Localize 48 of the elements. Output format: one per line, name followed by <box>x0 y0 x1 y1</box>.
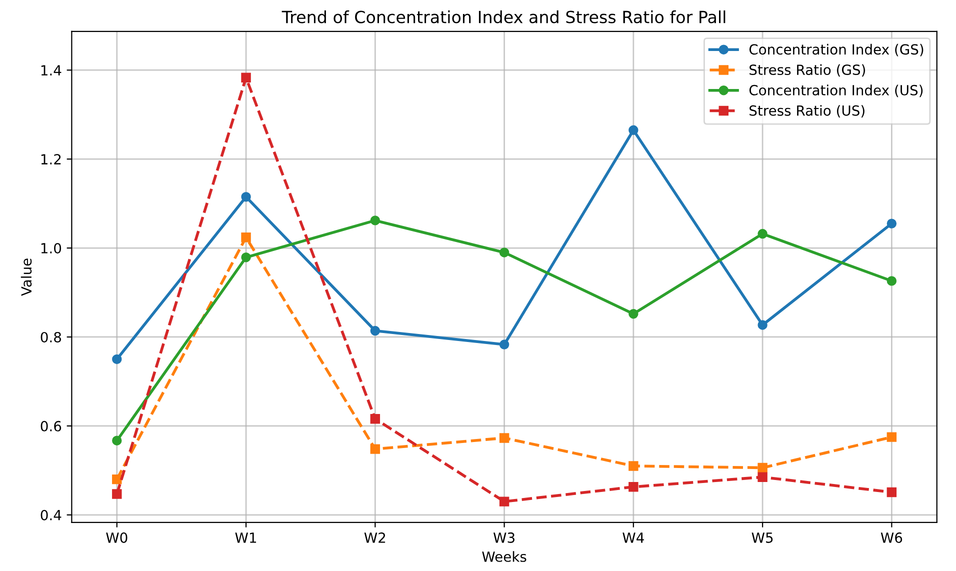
point <box>758 462 768 473</box>
x-tick-label: W3 <box>493 532 514 543</box>
point <box>886 218 897 228</box>
point <box>370 414 380 424</box>
point <box>628 125 638 136</box>
point <box>112 474 122 484</box>
x-tick-label: W1 <box>235 532 256 543</box>
chart-title: Trend of Concentration Index and Stress Ratio for Pall <box>282 10 726 24</box>
point <box>499 248 510 258</box>
legend-label: Stress Ratio (US) <box>750 105 864 118</box>
point <box>112 436 122 446</box>
y-tick-label: 1.2 <box>41 154 61 164</box>
x-tick-label: W2 <box>364 532 386 543</box>
point <box>886 487 897 498</box>
x-tick-label: W4 <box>622 532 644 543</box>
x-tick-label: W6 <box>880 532 902 543</box>
point <box>628 461 638 471</box>
y-tick-label: 1.0 <box>41 242 62 254</box>
point <box>758 320 768 330</box>
point <box>886 276 897 286</box>
point <box>241 252 251 262</box>
point <box>499 340 510 350</box>
point <box>886 432 897 442</box>
y-tick-label: 0.8 <box>40 332 62 342</box>
point <box>370 444 380 454</box>
y-axis-title: Value <box>20 258 32 296</box>
point <box>370 326 380 336</box>
legend-label: Concentration Index (GS) <box>749 44 924 56</box>
point <box>370 216 380 226</box>
y-tick-label: 0.4 <box>40 510 62 520</box>
point <box>112 354 122 364</box>
legend-label: Concentration Index (US) <box>749 84 923 98</box>
point <box>628 482 638 492</box>
point <box>758 472 768 482</box>
point <box>628 308 638 319</box>
x-axis-title: Weeks <box>482 551 526 562</box>
point <box>112 489 122 499</box>
y-tick-label: 1.4 <box>41 65 62 76</box>
point <box>241 72 251 83</box>
point <box>758 228 768 239</box>
y-tick-label: 0.6 <box>40 420 62 432</box>
x-tick-label: W5 <box>752 532 773 543</box>
x-tick-label: W0 <box>106 532 128 543</box>
point <box>499 496 510 506</box>
point <box>499 433 510 443</box>
point <box>241 192 251 202</box>
point <box>241 232 251 242</box>
legend-label: Stress Ratio (GS) <box>750 64 866 77</box>
